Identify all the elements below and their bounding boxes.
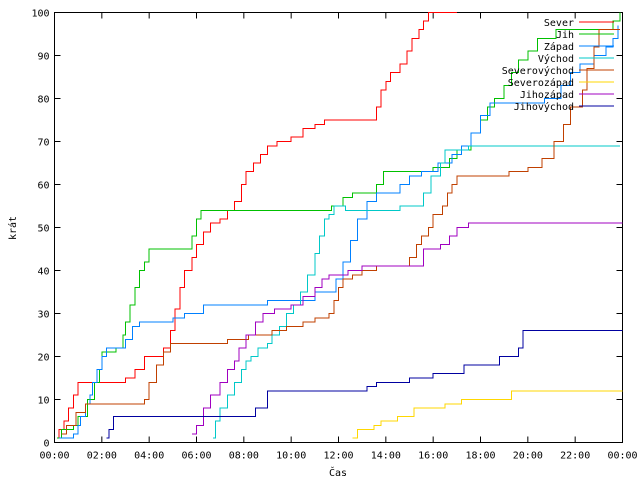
series-line-zapad bbox=[59, 25, 619, 439]
legend: SeverJihZápadVýchodSeverovýchodSeverozáp… bbox=[502, 18, 614, 113]
legend-label-jihozapad: Jihozápad bbox=[520, 89, 574, 101]
axis-ticks bbox=[54, 12, 623, 443]
legend-label-jih: Jih bbox=[556, 30, 574, 41]
x-tick-label: 00:00 bbox=[39, 451, 69, 462]
y-tick-label: 20 bbox=[37, 353, 49, 364]
y-tick-label: 90 bbox=[37, 52, 49, 63]
y-tick-label: 100 bbox=[31, 9, 49, 20]
y-tick-label: 10 bbox=[37, 396, 49, 407]
series-line-severovychod bbox=[61, 29, 621, 435]
legend-label-severovychod: Severovýchod bbox=[502, 65, 574, 77]
x-tick-label: 08:00 bbox=[229, 451, 259, 462]
legend-label-severozapad: Severozápad bbox=[508, 77, 574, 89]
legend-label-vychod: Východ bbox=[538, 53, 574, 65]
x-tick-label: 04:00 bbox=[134, 451, 164, 462]
y-tick-label: 80 bbox=[37, 95, 49, 106]
x-tick-label: 12:00 bbox=[323, 451, 353, 462]
x-tick-label: 14:00 bbox=[371, 451, 401, 462]
plot-frame bbox=[54, 12, 623, 443]
series-line-vychod bbox=[213, 145, 621, 439]
x-tick-label: 22:00 bbox=[560, 451, 590, 462]
x-tick-label: 16:00 bbox=[418, 451, 448, 462]
y-tick-label: 30 bbox=[37, 310, 49, 321]
x-tick-label: 10:00 bbox=[276, 451, 306, 462]
x-tick-label: 06:00 bbox=[181, 451, 211, 462]
x-axis-label: Čas bbox=[329, 466, 347, 479]
x-tick-label: 00:00 bbox=[607, 451, 637, 462]
series-line-severozapad bbox=[352, 390, 623, 439]
x-tick-label: 18:00 bbox=[465, 451, 495, 462]
legend-label-zapad: Západ bbox=[544, 41, 574, 53]
y-tick-label: 0 bbox=[43, 439, 49, 450]
y-tick-label: 40 bbox=[37, 267, 49, 278]
series-lines bbox=[56, 12, 623, 439]
series-line-sever bbox=[56, 12, 457, 439]
y-tick-label: 70 bbox=[37, 138, 49, 149]
legend-label-jihovychod: Jihovýchod bbox=[514, 101, 574, 113]
legend-label-sever: Sever bbox=[544, 18, 574, 29]
y-tick-label: 50 bbox=[37, 224, 49, 235]
series-line-jihozapad bbox=[191, 222, 623, 435]
x-tick-label: 20:00 bbox=[513, 451, 543, 462]
x-tick-label: 02:00 bbox=[87, 451, 117, 462]
y-tick-label: 60 bbox=[37, 181, 49, 192]
series-line-jihovychod bbox=[106, 330, 623, 439]
y-axis-label: krát bbox=[7, 216, 19, 240]
axis-tick-labels: 00:00 02:00 04:00 06:00 08:00 10:00 12:00 14:00… bbox=[31, 9, 637, 462]
